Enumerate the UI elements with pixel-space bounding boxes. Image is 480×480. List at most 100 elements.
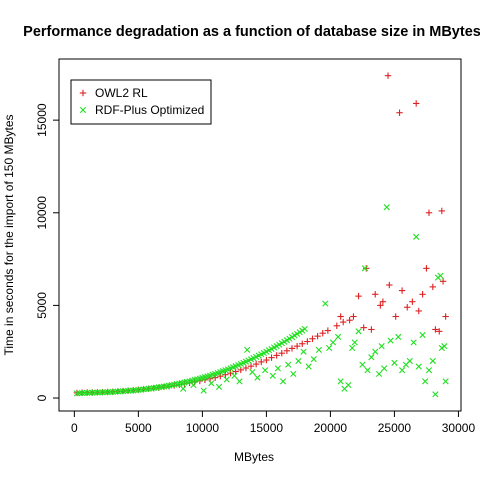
data-point	[372, 291, 379, 298]
data-point	[73, 390, 81, 397]
data-point	[337, 378, 344, 385]
data-point	[319, 329, 326, 337]
data-point	[244, 346, 251, 353]
data-point	[190, 381, 197, 389]
data-point	[263, 356, 270, 364]
data-point	[337, 313, 344, 320]
data-point	[384, 72, 392, 79]
data-point	[419, 291, 426, 298]
data-point	[355, 292, 362, 300]
data-point	[334, 333, 342, 341]
data-point	[299, 340, 306, 347]
data-point	[436, 328, 443, 335]
data-point	[304, 338, 311, 345]
data-point	[326, 344, 333, 352]
data-point	[432, 326, 439, 333]
data-point	[442, 313, 449, 320]
data-point	[310, 356, 317, 363]
legend-box	[70, 79, 212, 125]
data-point	[200, 387, 207, 394]
y-axis-label: Time in seconds for the import of 150 MB…	[2, 115, 16, 356]
x-axis: 0 5000 10000 15000 20000 25000 30000	[71, 410, 476, 435]
data-point	[375, 370, 383, 378]
data-point	[387, 337, 394, 344]
data-point	[406, 357, 413, 365]
data-point	[363, 265, 370, 272]
data-point	[94, 389, 101, 396]
y-tick-label: 0	[35, 394, 49, 401]
x-tick-label: 15000	[250, 421, 284, 435]
data-point	[377, 302, 384, 309]
data-point	[423, 265, 430, 272]
data-point	[378, 343, 385, 350]
legend-label-rdf-plus-optimized: RDF-Plus Optimized	[95, 103, 204, 117]
data-point	[438, 207, 445, 215]
data-point	[381, 365, 388, 372]
data-point	[130, 387, 137, 394]
data-point	[81, 389, 88, 397]
data-point	[122, 387, 129, 395]
data-point	[84, 389, 91, 396]
data-point	[78, 389, 86, 397]
data-point	[351, 339, 358, 346]
data-point	[360, 324, 367, 331]
data-point	[223, 376, 230, 383]
data-point	[349, 344, 356, 352]
data-point	[274, 365, 282, 372]
data-point	[379, 298, 387, 305]
data-point	[391, 359, 398, 366]
data-point	[396, 109, 403, 116]
x-tick-label: 5000	[125, 421, 152, 435]
data-point	[269, 372, 276, 379]
x-tick-label: 0	[71, 421, 78, 435]
data-point	[345, 381, 352, 389]
data-point	[222, 371, 229, 378]
data-point	[322, 300, 329, 307]
data-point	[419, 331, 426, 339]
data-point	[315, 346, 323, 353]
data-point	[386, 281, 393, 289]
data-point	[125, 387, 132, 394]
x-tick-label: 30000	[442, 421, 476, 435]
data-point	[104, 388, 111, 396]
data-point	[300, 348, 307, 355]
data-point	[262, 367, 269, 374]
data-point	[422, 378, 429, 385]
data-point	[278, 349, 285, 357]
data-point	[432, 391, 439, 398]
data-point	[290, 370, 297, 378]
data-point	[208, 380, 215, 387]
data-point	[135, 386, 142, 393]
data-point	[283, 347, 291, 354]
data-point	[242, 364, 250, 372]
data-point	[410, 339, 417, 346]
data-point	[415, 363, 422, 370]
data-point	[361, 265, 369, 272]
data-point	[333, 322, 341, 329]
data-point	[429, 283, 437, 291]
data-point	[140, 386, 147, 393]
data-point	[86, 389, 93, 396]
data-point	[268, 354, 275, 361]
data-point	[101, 389, 109, 396]
y-tick-label: 5000	[35, 292, 49, 319]
data-point	[273, 352, 280, 359]
data-point	[372, 348, 379, 355]
data-point	[383, 204, 390, 211]
data-point	[395, 333, 402, 341]
data-point	[247, 362, 255, 370]
data-point	[227, 370, 234, 377]
data-point	[295, 357, 302, 365]
chart-title: Performance degradation as a function of…	[23, 24, 480, 40]
data-point	[413, 233, 420, 240]
data-point	[409, 298, 416, 305]
data-point	[89, 389, 96, 396]
series-1	[73, 204, 449, 398]
x-tick-label: 25000	[378, 421, 412, 435]
data-point	[249, 368, 256, 376]
legend-marker-owl2-rl	[79, 89, 87, 97]
data-point	[329, 339, 337, 346]
data-point	[258, 358, 265, 366]
